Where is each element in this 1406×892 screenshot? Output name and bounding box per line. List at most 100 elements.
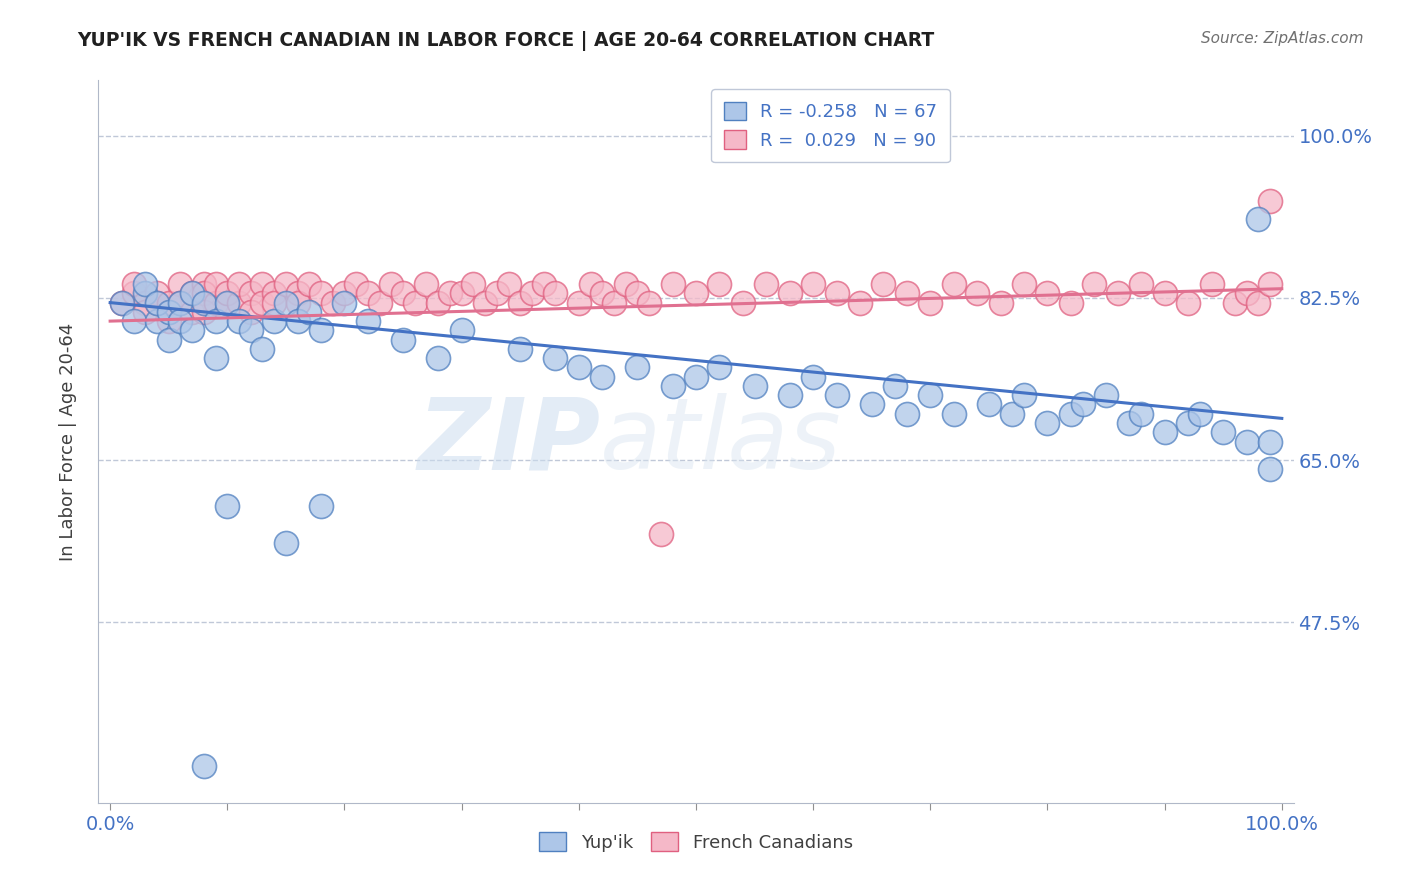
Point — [146, 314, 169, 328]
Point — [204, 295, 226, 310]
Point — [474, 295, 496, 310]
Point — [122, 314, 145, 328]
Point — [263, 314, 285, 328]
Point — [228, 314, 250, 328]
Point — [193, 295, 215, 310]
Point — [239, 323, 262, 337]
Point — [1258, 194, 1281, 208]
Point — [274, 295, 297, 310]
Point — [638, 295, 661, 310]
Point — [779, 286, 801, 301]
Point — [498, 277, 520, 291]
Point — [626, 360, 648, 375]
Point — [801, 369, 824, 384]
Point — [661, 379, 683, 393]
Point — [333, 286, 356, 301]
Point — [485, 286, 508, 301]
Point — [731, 295, 754, 310]
Point — [896, 407, 918, 421]
Text: YUP'IK VS FRENCH CANADIAN IN LABOR FORCE | AGE 20-64 CORRELATION CHART: YUP'IK VS FRENCH CANADIAN IN LABOR FORCE… — [77, 31, 935, 51]
Point — [544, 351, 567, 366]
Point — [1258, 462, 1281, 476]
Point — [1247, 212, 1270, 227]
Point — [614, 277, 637, 291]
Point — [872, 277, 894, 291]
Point — [860, 397, 883, 411]
Point — [333, 295, 356, 310]
Text: Source: ZipAtlas.com: Source: ZipAtlas.com — [1201, 31, 1364, 46]
Point — [392, 333, 415, 347]
Point — [1177, 295, 1199, 310]
Point — [1247, 295, 1270, 310]
Point — [204, 314, 226, 328]
Point — [920, 295, 942, 310]
Point — [509, 295, 531, 310]
Point — [1012, 388, 1035, 402]
Point — [825, 286, 848, 301]
Point — [157, 295, 180, 310]
Point — [1012, 277, 1035, 291]
Point — [146, 295, 169, 310]
Point — [977, 397, 1000, 411]
Point — [193, 277, 215, 291]
Point — [239, 286, 262, 301]
Point — [415, 277, 437, 291]
Point — [181, 286, 204, 301]
Point — [217, 286, 239, 301]
Point — [169, 295, 191, 310]
Point — [427, 351, 450, 366]
Point — [181, 286, 204, 301]
Point — [122, 286, 145, 301]
Point — [533, 277, 555, 291]
Point — [1236, 434, 1258, 449]
Point — [1153, 425, 1175, 440]
Point — [309, 500, 332, 514]
Point — [157, 333, 180, 347]
Point — [404, 295, 426, 310]
Point — [287, 286, 309, 301]
Point — [439, 286, 461, 301]
Point — [685, 369, 707, 384]
Point — [1107, 286, 1129, 301]
Point — [392, 286, 415, 301]
Point — [217, 295, 239, 310]
Point — [169, 277, 191, 291]
Point — [1130, 277, 1153, 291]
Point — [1071, 397, 1094, 411]
Point — [1223, 295, 1246, 310]
Point — [204, 277, 226, 291]
Point — [287, 314, 309, 328]
Y-axis label: In Labor Force | Age 20-64: In Labor Force | Age 20-64 — [59, 322, 77, 561]
Point — [252, 295, 274, 310]
Point — [568, 295, 591, 310]
Point — [134, 305, 156, 319]
Point — [1212, 425, 1234, 440]
Point — [309, 286, 332, 301]
Point — [1236, 286, 1258, 301]
Point — [217, 500, 239, 514]
Point — [357, 286, 380, 301]
Point — [1083, 277, 1105, 291]
Point — [1095, 388, 1118, 402]
Point — [1177, 416, 1199, 430]
Point — [344, 277, 367, 291]
Point — [134, 295, 156, 310]
Point — [1258, 434, 1281, 449]
Point — [134, 286, 156, 301]
Point — [579, 277, 602, 291]
Point — [709, 277, 731, 291]
Point — [298, 305, 321, 319]
Point — [263, 295, 285, 310]
Point — [1258, 277, 1281, 291]
Point — [252, 277, 274, 291]
Text: ZIP: ZIP — [418, 393, 600, 490]
Point — [1001, 407, 1024, 421]
Point — [825, 388, 848, 402]
Point — [509, 342, 531, 356]
Point — [157, 305, 180, 319]
Point — [134, 277, 156, 291]
Point — [1153, 286, 1175, 301]
Point — [884, 379, 907, 393]
Point — [990, 295, 1012, 310]
Point — [626, 286, 648, 301]
